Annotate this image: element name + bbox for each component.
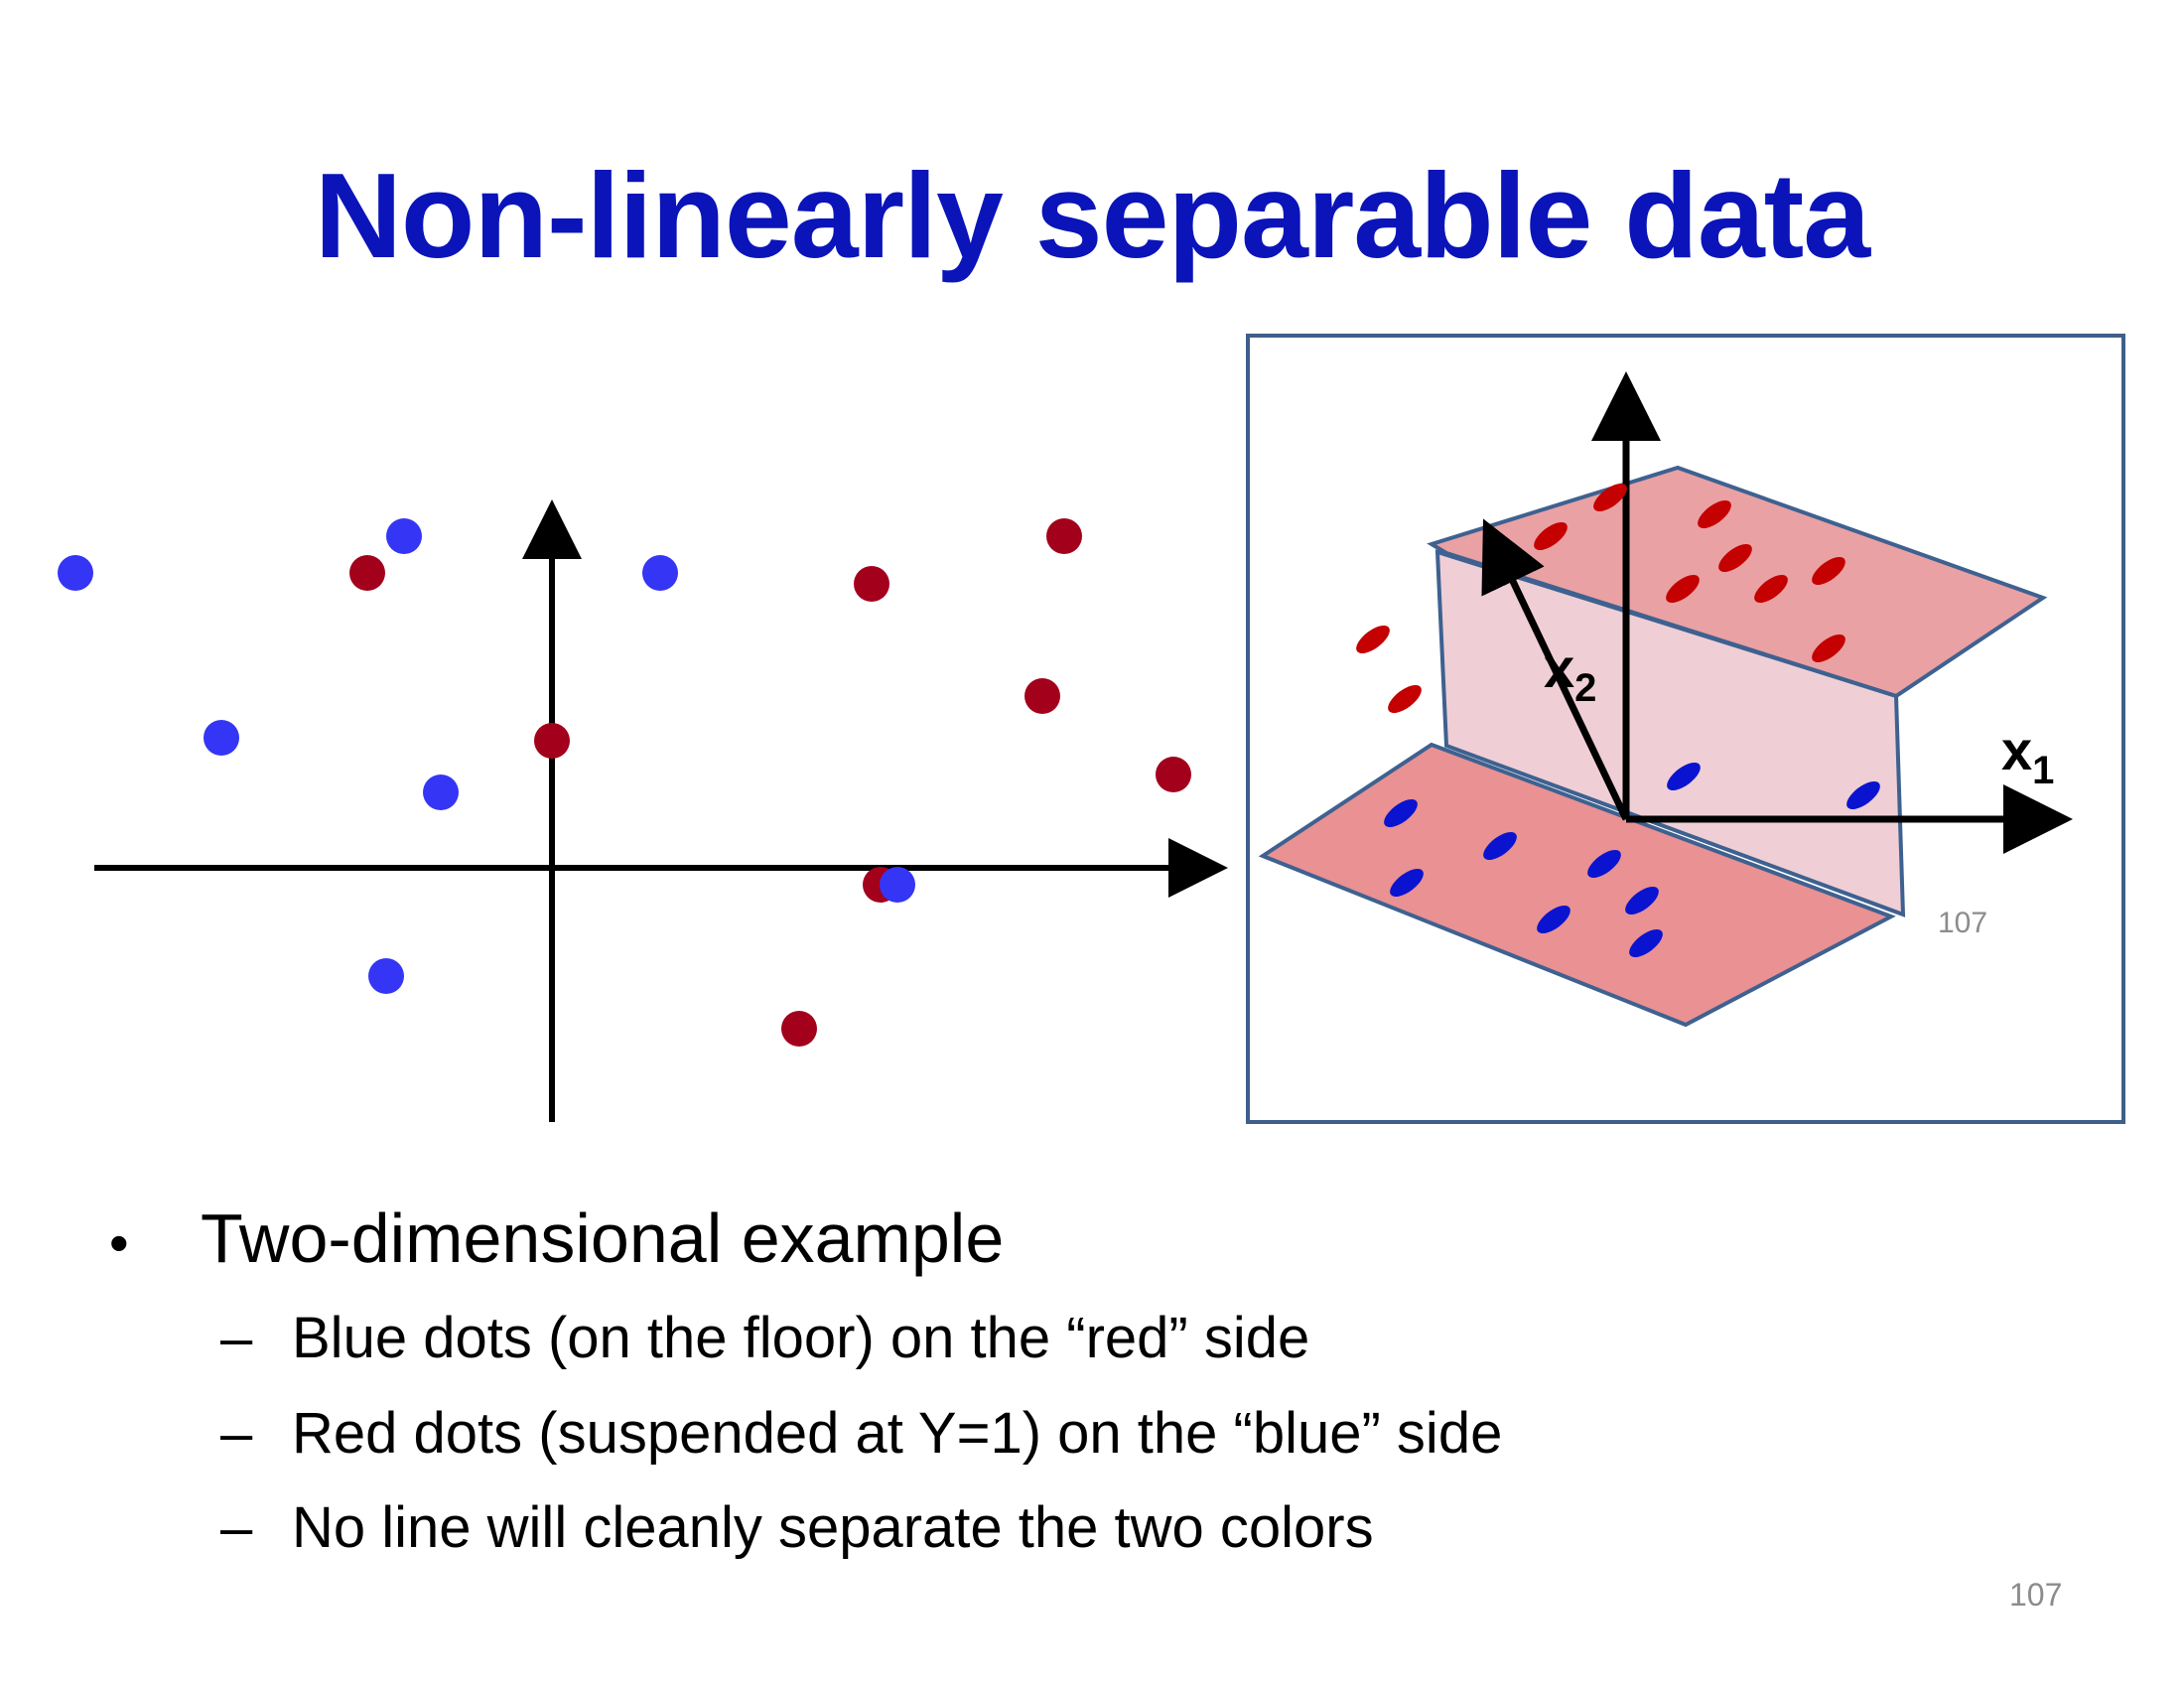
red-ellipse <box>1718 543 1752 573</box>
blue-dot <box>880 867 915 903</box>
red-dot <box>854 566 889 602</box>
blue-dot <box>204 720 239 756</box>
blue-ellipse <box>1625 886 1659 915</box>
inset-page-number: 107 <box>1938 907 1988 939</box>
blue-ellipse <box>1667 762 1701 791</box>
blue-ellipses <box>1384 762 1880 958</box>
dash-icon: – <box>220 1400 253 1466</box>
red-dot <box>1156 757 1191 792</box>
x1-axis-label: x1 <box>2001 719 2054 792</box>
bullet-main: • Two-dimensional example <box>109 1196 1502 1280</box>
red-dot <box>534 723 570 759</box>
x2-axis-label: x2 <box>1544 636 1596 710</box>
blue-dot <box>642 555 678 591</box>
red-dot <box>1024 678 1060 714</box>
blue-ellipse <box>1629 928 1663 958</box>
red-ellipse <box>1356 625 1390 654</box>
upper-plane <box>1427 465 2048 699</box>
blue-dot <box>368 958 404 994</box>
bullet-sub-1: – Blue dots (on the floor) on the “red” … <box>220 1304 1502 1373</box>
red-ellipse <box>1698 499 1731 529</box>
blue-ellipse <box>1587 849 1621 879</box>
blue-ellipse <box>1537 905 1570 934</box>
bullet-sub-text: Red dots (suspended at Y=1) on the “blue… <box>292 1400 1503 1466</box>
red-ellipse <box>1812 633 1845 663</box>
blue-ellipse <box>1483 831 1517 861</box>
bullet-main-text: Two-dimensional example <box>201 1199 1005 1277</box>
bullet-sub-text: No line will cleanly separate the two co… <box>292 1495 1374 1561</box>
red-ellipses <box>1356 483 1845 714</box>
blue-dot <box>58 555 93 591</box>
red-dot <box>781 1011 817 1047</box>
blue-dot <box>423 774 459 810</box>
bullet-icon: • <box>109 1211 129 1274</box>
blue-ellipse <box>1384 798 1418 828</box>
dash-icon: – <box>220 1306 253 1370</box>
blue-ellipse <box>1390 868 1424 898</box>
red-ellipse <box>1754 574 1788 604</box>
red-ellipse <box>1593 483 1627 512</box>
dash-icon: – <box>220 1495 253 1561</box>
step-wall <box>1434 549 1906 917</box>
red-dot <box>1046 518 1082 554</box>
red-dot <box>349 555 385 591</box>
red-ellipse <box>1388 684 1422 714</box>
bullet-sub-text: Blue dots (on the floor) on the “red” si… <box>292 1306 1310 1370</box>
floor-plane <box>1258 742 1896 1028</box>
x2-axis <box>1481 518 1630 821</box>
bullet-sub-2: – Red dots (suspended at Y=1) on the “bl… <box>220 1399 1502 1469</box>
blue-ellipse <box>1846 780 1880 810</box>
red-ellipse <box>1812 556 1845 586</box>
diagram-frame <box>1246 334 2125 1124</box>
slide-number: 107 <box>2009 1577 2063 1613</box>
scatter-diagram <box>58 499 1228 1122</box>
red-ellipse <box>1534 521 1568 551</box>
bullet-list: • Two-dimensional example – Blue dots (o… <box>109 1196 1502 1563</box>
bullet-sub-3: – No line will cleanly separate the two … <box>220 1493 1502 1563</box>
red-ellipse <box>1666 574 1700 604</box>
slide-title: Non-linearly separable data <box>314 148 1870 283</box>
blue-dot <box>386 518 422 554</box>
